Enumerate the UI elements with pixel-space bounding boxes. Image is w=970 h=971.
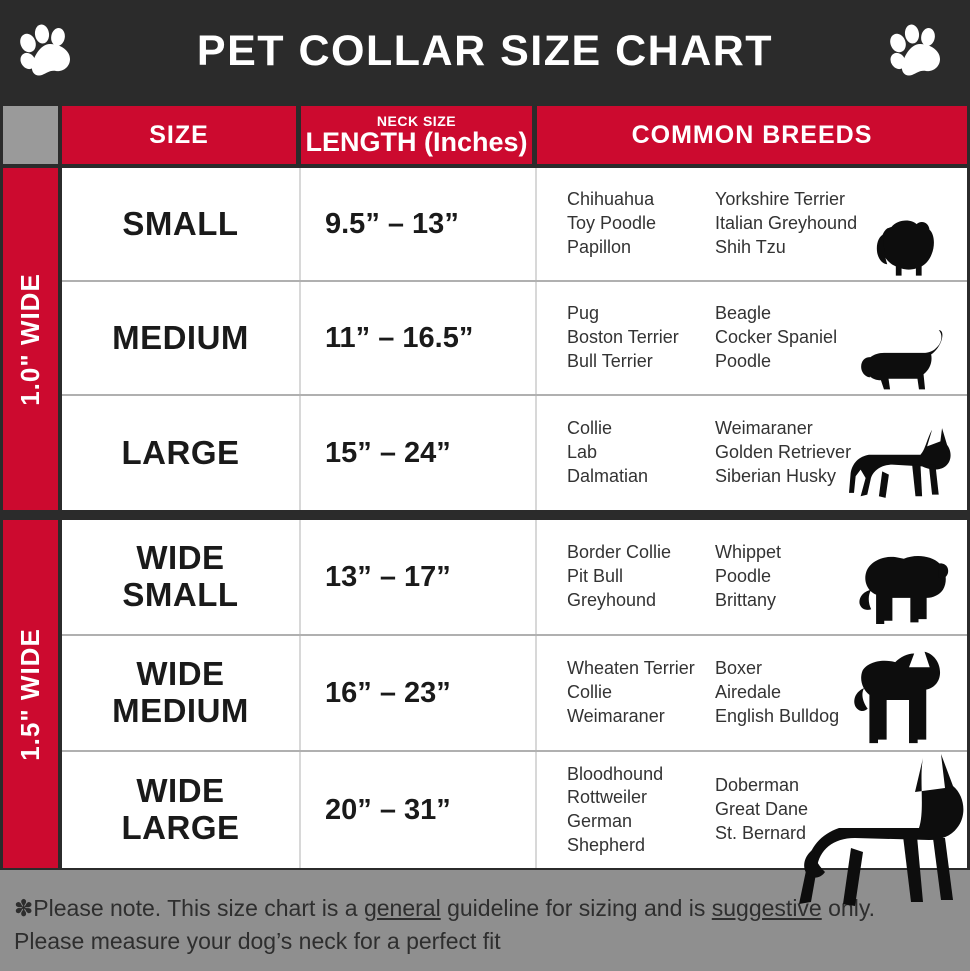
cell-length: 11” – 16.5” bbox=[301, 282, 537, 394]
cell-breeds: Collie Lab Dalmatian Weimaraner Golden R… bbox=[537, 396, 967, 510]
cell-length: 9.5” – 13” bbox=[301, 168, 537, 280]
section-1-0-wide: 1.0" WIDE SMALL 9.5” – 13” Chihuahua Toy… bbox=[0, 166, 970, 512]
footer-text-a: Please note. This size chart is a bbox=[33, 895, 364, 921]
breed-column-2: Doberman Great Dane St. Bernard bbox=[715, 775, 809, 843]
cell-size: WIDE MEDIUM bbox=[62, 636, 301, 750]
table-row: LARGE 15” – 24” Collie Lab Dalmatian Wei… bbox=[62, 396, 967, 510]
cell-breeds: Wheaten Terrier Collie Weimaraner Boxer … bbox=[537, 636, 967, 750]
column-header-length: NECK SIZE LENGTH (Inches) bbox=[301, 106, 532, 164]
paw-print-icon bbox=[886, 24, 946, 80]
cell-size: WIDE LARGE bbox=[62, 752, 301, 868]
breed-column-2: Weimaraner Golden Retriever Siberian Hus… bbox=[715, 418, 852, 486]
section-label-1-0-wide: 1.0" WIDE bbox=[3, 168, 58, 510]
table-row: WIDE MEDIUM 16” – 23” Wheaten Terrier Co… bbox=[62, 636, 967, 752]
column-header-breeds: COMMON BREEDS bbox=[537, 106, 967, 164]
cell-size: MEDIUM bbox=[62, 282, 301, 394]
cell-breeds: Pug Boston Terrier Bull Terrier Beagle C… bbox=[537, 282, 967, 394]
cell-size: SMALL bbox=[62, 168, 301, 280]
breed-column-1: Bloodhound Rottweiler German Shepherd bbox=[567, 763, 664, 855]
cell-length: 13” – 17” bbox=[301, 520, 537, 634]
table-header-row: SIZE NECK SIZE LENGTH (Inches) COMMON BR… bbox=[0, 104, 970, 166]
cell-length: 20” – 31” bbox=[301, 752, 537, 868]
section-divider bbox=[0, 510, 970, 518]
chart-title-bar: PET COLLAR SIZE CHART bbox=[0, 0, 970, 102]
page-title: PET COLLAR SIZE CHART bbox=[196, 26, 774, 75]
cell-breeds: Bloodhound Rottweiler German Shepherd Do… bbox=[537, 752, 967, 868]
footer-note: ✽Please note. This size chart is a gener… bbox=[0, 870, 970, 971]
header-corner-cell bbox=[3, 106, 58, 164]
breed-column-2: Beagle Cocker Spaniel Poodle bbox=[715, 303, 838, 371]
cell-length: 16” – 23” bbox=[301, 636, 537, 750]
asterisk-icon: ✽ bbox=[14, 895, 34, 921]
table-body: 1.0" WIDE SMALL 9.5” – 13” Chihuahua Toy… bbox=[0, 166, 970, 870]
breed-column-2: Whippet Poodle Brittany bbox=[715, 542, 782, 610]
breed-column-2: Yorkshire Terrier Italian Greyhound Shih… bbox=[715, 189, 858, 257]
cell-breeds: Border Collie Pit Bull Greyhound Whippet… bbox=[537, 520, 967, 634]
cell-size: LARGE bbox=[62, 396, 301, 510]
breed-column-2: Boxer Airedale English Bulldog bbox=[715, 658, 840, 726]
column-header-size: SIZE bbox=[62, 106, 296, 164]
footer-underline-general: general bbox=[363, 895, 441, 921]
cell-size: WIDE SMALL bbox=[62, 520, 301, 634]
section-rows: WIDE SMALL 13” – 17” Border Collie Pit B… bbox=[62, 520, 967, 868]
footer-text-c: only. bbox=[821, 895, 876, 921]
breed-column-1: Chihuahua Toy Poodle Papillon bbox=[567, 189, 657, 257]
cell-length: 15” – 24” bbox=[301, 396, 537, 510]
footer-text-b: guideline for sizing and is bbox=[440, 895, 712, 921]
table-row: MEDIUM 11” – 16.5” Pug Boston Terrier Bu… bbox=[62, 282, 967, 396]
cell-breeds: Chihuahua Toy Poodle Papillon Yorkshire … bbox=[537, 168, 967, 280]
table-row: SMALL 9.5” – 13” Chihuahua Toy Poodle Pa… bbox=[62, 168, 967, 282]
paw-print-icon bbox=[16, 24, 76, 80]
table-row: WIDE SMALL 13” – 17” Border Collie Pit B… bbox=[62, 520, 967, 636]
breed-column-1: Collie Lab Dalmatian bbox=[567, 418, 649, 486]
section-label-1-5-wide: 1.5" WIDE bbox=[3, 520, 58, 868]
table-row: WIDE LARGE 20” – 31” Bloodhound Rottweil… bbox=[62, 752, 967, 868]
breed-column-1: Wheaten Terrier Collie Weimaraner bbox=[567, 658, 695, 726]
section-1-5-wide: 1.5" WIDE WIDE SMALL 13” – 17” Border Co… bbox=[0, 518, 970, 870]
footer-underline-suggestive: suggestive bbox=[711, 895, 822, 921]
breed-column-1: Border Collie Pit Bull Greyhound bbox=[567, 542, 672, 610]
breed-column-1: Pug Boston Terrier Bull Terrier bbox=[567, 303, 679, 371]
footer-line-2: Please measure your dog’s neck for a per… bbox=[14, 928, 501, 955]
section-rows: SMALL 9.5” – 13” Chihuahua Toy Poodle Pa… bbox=[62, 168, 967, 510]
